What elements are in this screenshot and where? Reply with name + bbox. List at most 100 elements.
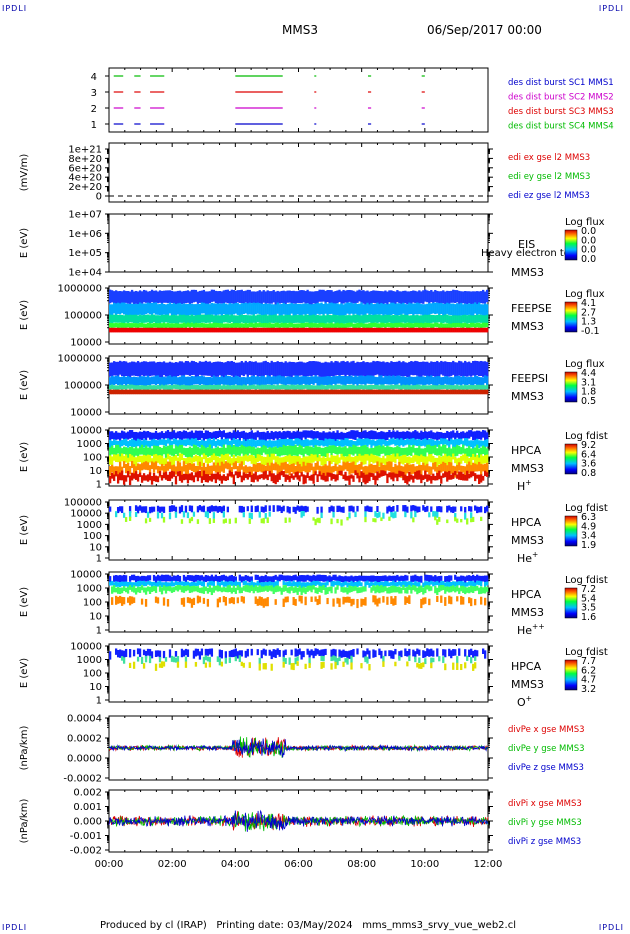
spectrogram-cell	[282, 650, 285, 658]
spectrogram-cell	[284, 461, 287, 474]
spectrogram-cell	[158, 650, 162, 659]
spectrogram-cell	[232, 430, 235, 440]
spectrogram-cell	[248, 576, 251, 583]
spectrogram-cell	[480, 314, 483, 323]
spectrogram-cell	[124, 432, 128, 443]
spectrogram-cell	[234, 385, 237, 390]
hpca-he1-cbar-tick: 1.9	[581, 540, 596, 551]
spectrogram-cell	[220, 323, 223, 328]
spectrogram-cell	[274, 385, 277, 390]
spectrogram-cell	[456, 303, 459, 316]
spectrogram-cell	[232, 597, 235, 605]
spectrogram-cell	[422, 505, 425, 511]
spectrogram-cell	[294, 582, 297, 587]
spectrogram-cell	[376, 471, 379, 481]
spectrogram-cell	[308, 475, 311, 481]
spectrogram-cell	[302, 474, 305, 485]
spectrogram-cell	[116, 466, 120, 476]
spectrogram-cell	[132, 303, 136, 317]
spectrogram-cell	[386, 587, 389, 594]
spectrogram-cell	[172, 464, 176, 475]
spectrogram-cell	[372, 304, 375, 317]
spectrogram-cell	[304, 475, 307, 484]
spectrogram-cell	[320, 457, 323, 466]
spectrogram-cell	[458, 303, 461, 317]
spectrogram-cell	[310, 315, 313, 324]
spectrogram-cell	[118, 389, 122, 395]
spectrogram-cell	[284, 291, 287, 305]
spectrogram-cell	[300, 582, 303, 589]
spectrogram-cell	[218, 430, 222, 438]
spectrogram-cell	[412, 649, 415, 657]
spectrogram-cell	[340, 315, 343, 324]
spectrogram-cell	[214, 384, 218, 390]
spectrogram-cell	[484, 361, 487, 376]
spectrogram-cell	[300, 361, 303, 376]
spectrogram-cell	[152, 585, 156, 592]
spectrogram-cell	[370, 327, 373, 333]
spectrogram-cell	[192, 575, 196, 583]
spectrogram-cell	[216, 581, 220, 587]
spectrogram-cell	[378, 389, 381, 395]
spectrogram-cell	[222, 323, 225, 329]
spectrogram-cell	[326, 327, 329, 333]
spectrogram-cell	[292, 456, 295, 464]
spectrogram-cell	[164, 457, 168, 466]
spectrogram-cell	[354, 441, 357, 449]
spectrogram-cell	[172, 389, 176, 395]
spectrogram-cell	[436, 457, 439, 467]
spectrogram-cell	[196, 586, 200, 593]
spectrogram-cell	[416, 575, 419, 582]
spectrogram-cell	[174, 389, 178, 395]
spectrogram-cell	[326, 384, 329, 390]
spectrogram-cell	[480, 506, 483, 513]
spectrogram-cell	[382, 586, 385, 593]
spectrogram-cell	[174, 580, 178, 585]
spectrogram-cell	[440, 291, 443, 304]
spectrogram-cell	[110, 597, 114, 605]
spectrogram-cell	[184, 439, 188, 447]
spectrogram-cell	[334, 581, 337, 586]
spectrogram-cell	[250, 375, 253, 386]
spectrogram-cell	[300, 445, 303, 456]
spectrogram-cell	[414, 389, 417, 395]
spectrogram-cell	[124, 463, 128, 474]
spectrogram-cell	[448, 440, 451, 449]
spectrogram-cell	[410, 581, 413, 587]
spectrogram-cell	[452, 289, 455, 303]
spectrogram-cell	[382, 327, 385, 333]
spectrogram-cell	[162, 465, 166, 477]
spectrogram-cell	[406, 456, 409, 465]
spectrogram-cell	[148, 323, 152, 329]
spectrogram-cell	[348, 322, 351, 328]
spectrogram-cell	[440, 595, 443, 603]
spectrogram-cell	[338, 581, 341, 586]
spectrogram-cell	[310, 463, 313, 471]
spectrogram-cell	[158, 389, 162, 395]
spectrogram-cell	[326, 432, 329, 442]
spectrogram-cell	[402, 505, 405, 512]
spectrogram-cell	[446, 448, 449, 458]
spectrogram-cell	[112, 474, 116, 481]
spectrogram-cell	[278, 505, 281, 512]
spectrogram-cell	[378, 438, 381, 446]
spectrogram-cell	[480, 431, 483, 440]
spectrogram-cell	[122, 302, 126, 315]
spectrogram-cell	[364, 511, 367, 517]
spectrogram-cell	[142, 289, 146, 303]
spectrogram-cell	[456, 322, 459, 328]
spectrogram-cell	[330, 361, 333, 376]
spectrogram-cell	[256, 475, 259, 482]
spectrogram-cell	[394, 384, 397, 389]
spectrogram-cell	[240, 431, 243, 439]
spectrogram-cell	[288, 431, 291, 441]
spectrogram-cell	[232, 455, 235, 464]
spectrogram-cell	[324, 574, 327, 582]
spectrogram-cell	[132, 597, 136, 603]
spectrogram-cell	[438, 384, 441, 390]
spectrogram-cell	[382, 575, 385, 582]
spectrogram-cell	[390, 431, 393, 439]
spectrogram-cell	[294, 598, 297, 606]
spectrogram-cell	[474, 439, 477, 447]
spectrogram-cell	[288, 438, 291, 447]
